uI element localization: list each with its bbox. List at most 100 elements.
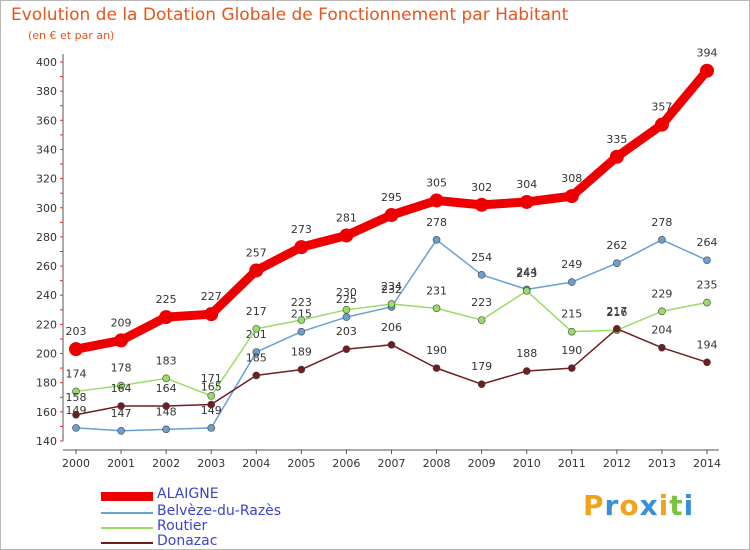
x-tick-label: 2009 bbox=[468, 457, 496, 470]
data-point bbox=[384, 208, 399, 223]
legend-label-routier: Routier bbox=[157, 518, 208, 534]
data-point bbox=[477, 316, 486, 324]
data-label: 394 bbox=[697, 47, 718, 60]
data-label: 189 bbox=[291, 346, 312, 359]
data-label: 308 bbox=[561, 172, 582, 185]
data-label: 230 bbox=[336, 286, 357, 299]
data-point bbox=[342, 306, 351, 314]
data-label: 295 bbox=[381, 191, 402, 204]
data-point bbox=[522, 367, 531, 375]
data-label: 223 bbox=[471, 296, 492, 309]
data-point bbox=[477, 380, 486, 388]
data-point bbox=[613, 259, 621, 267]
x-tick-label: 2007 bbox=[378, 457, 406, 470]
data-label: 178 bbox=[111, 362, 132, 375]
data-point bbox=[207, 424, 216, 432]
data-label: 217 bbox=[246, 305, 267, 318]
x-tick-label: 2003 bbox=[197, 457, 225, 470]
data-label: 149 bbox=[201, 404, 222, 417]
data-point bbox=[69, 342, 83, 357]
data-point bbox=[522, 287, 531, 295]
data-label: 264 bbox=[697, 236, 718, 249]
data-point bbox=[72, 387, 80, 396]
data-point bbox=[162, 425, 170, 434]
data-point bbox=[567, 327, 576, 336]
x-tick-label: 2004 bbox=[242, 457, 270, 470]
data-label: 305 bbox=[426, 176, 447, 189]
legend-swatch-donazac bbox=[101, 542, 153, 544]
data-point bbox=[249, 263, 264, 278]
x-tick-label: 2014 bbox=[693, 457, 721, 470]
data-label: 278 bbox=[651, 216, 672, 229]
data-label: 215 bbox=[291, 308, 312, 321]
data-label: 171 bbox=[201, 372, 222, 385]
data-label: 179 bbox=[471, 360, 492, 373]
y-tick-label: 140 bbox=[36, 435, 57, 448]
data-point bbox=[159, 310, 174, 325]
proxiti-logo: Proxiti bbox=[583, 489, 695, 522]
y-tick-label: 240 bbox=[36, 289, 57, 302]
data-point bbox=[703, 256, 711, 265]
data-point bbox=[162, 374, 170, 383]
data-point bbox=[72, 424, 80, 432]
data-point bbox=[477, 271, 486, 279]
data-label: 223 bbox=[291, 296, 312, 309]
x-tick-label: 2008 bbox=[423, 457, 451, 470]
data-point bbox=[294, 240, 309, 255]
data-point bbox=[519, 194, 534, 209]
x-tick-label: 2000 bbox=[62, 457, 90, 470]
data-label: 235 bbox=[697, 279, 718, 292]
data-point bbox=[342, 313, 351, 321]
y-tick-label: 160 bbox=[36, 406, 57, 419]
data-label: 194 bbox=[697, 338, 718, 351]
data-label: 188 bbox=[516, 347, 537, 360]
data-label: 217 bbox=[606, 305, 627, 318]
data-label: 231 bbox=[426, 284, 447, 297]
data-point bbox=[297, 365, 306, 374]
y-tick-label: 360 bbox=[36, 114, 57, 127]
y-tick-label: 380 bbox=[36, 85, 57, 98]
x-tick-label: 2010 bbox=[513, 457, 541, 470]
data-point bbox=[432, 304, 441, 313]
data-point bbox=[654, 117, 669, 132]
chart-subtitle: (en € et par an) bbox=[28, 29, 115, 42]
data-label: 148 bbox=[156, 405, 177, 418]
data-label: 281 bbox=[336, 211, 357, 224]
y-tick-label: 200 bbox=[36, 348, 57, 361]
data-point bbox=[564, 189, 579, 204]
data-point bbox=[297, 327, 306, 336]
y-tick-label: 340 bbox=[36, 143, 57, 156]
data-label: 243 bbox=[516, 267, 537, 280]
data-label: 190 bbox=[426, 344, 447, 357]
data-point bbox=[252, 348, 261, 356]
data-point bbox=[339, 228, 354, 243]
data-label: 234 bbox=[381, 280, 402, 293]
legend-swatch-alaigne bbox=[101, 492, 153, 501]
data-point bbox=[658, 307, 666, 316]
y-tick-label: 300 bbox=[36, 202, 57, 215]
x-tick-label: 2001 bbox=[107, 457, 135, 470]
data-label: 244 bbox=[516, 265, 537, 278]
data-label: 278 bbox=[426, 216, 447, 229]
data-point bbox=[703, 358, 711, 367]
data-point bbox=[432, 236, 441, 244]
data-label: 227 bbox=[201, 290, 222, 303]
legend-swatch-belveze bbox=[101, 512, 153, 514]
data-label: 209 bbox=[111, 316, 132, 329]
data-label: 215 bbox=[561, 308, 582, 321]
data-point bbox=[429, 193, 444, 208]
legend-label-belveze: Belvèze-du-Razès bbox=[157, 503, 282, 519]
data-point bbox=[474, 197, 489, 212]
data-point bbox=[252, 324, 261, 333]
data-point bbox=[609, 149, 624, 164]
data-label: 204 bbox=[651, 324, 672, 337]
y-tick-label: 320 bbox=[36, 173, 57, 186]
x-tick-label: 2006 bbox=[332, 457, 360, 470]
y-tick-label: 260 bbox=[36, 260, 57, 273]
data-label: 229 bbox=[651, 287, 672, 300]
data-label: 225 bbox=[156, 293, 177, 306]
data-label: 257 bbox=[246, 246, 267, 259]
data-label: 302 bbox=[471, 181, 492, 194]
chart-title: Evolution de la Dotation Globale de Fonc… bbox=[11, 5, 569, 25]
